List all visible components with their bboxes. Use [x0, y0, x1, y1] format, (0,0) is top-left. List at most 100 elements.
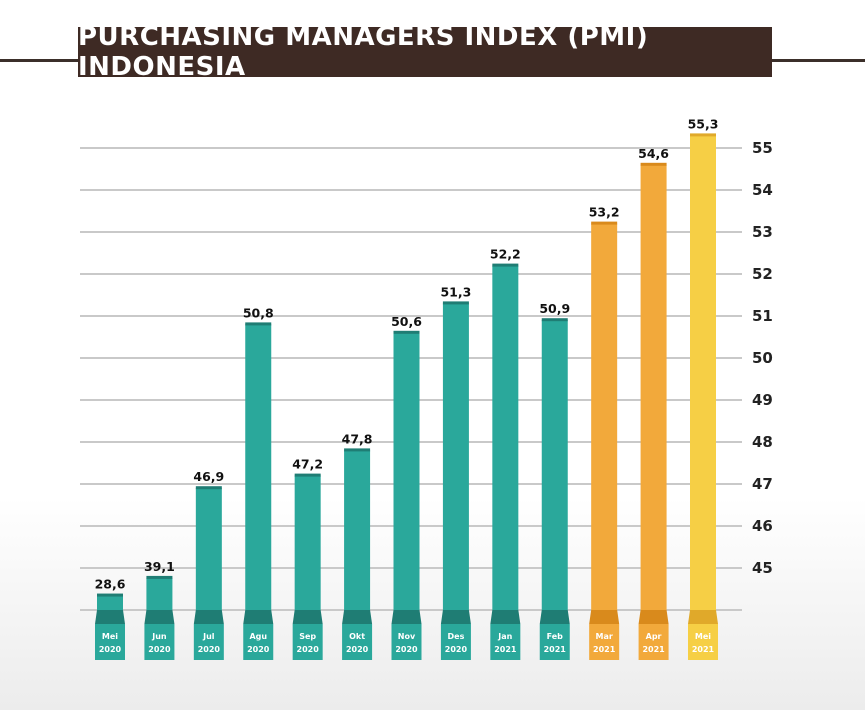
- bar: [640, 164, 667, 611]
- category-month: Jun: [151, 632, 167, 641]
- y-tick-label: 47: [752, 475, 773, 493]
- category-month: Agu: [249, 632, 267, 641]
- title-rule-left: [0, 59, 80, 62]
- category-month: Apr: [646, 632, 662, 641]
- data-label: 47,2: [292, 457, 323, 472]
- category-tab-fold: [95, 610, 125, 624]
- category-labels: Mei 2020 Jun 2020 Jul 2020 Agu 2020 Sep 2020 Okt 20…: [95, 610, 718, 660]
- category-year: 2020: [445, 645, 468, 654]
- bars: [97, 133, 716, 611]
- category-tab: [193, 624, 224, 660]
- category-month: Jan: [497, 632, 512, 641]
- category-year: 2021: [692, 645, 715, 654]
- bar: [245, 324, 272, 610]
- data-label: 55,3: [688, 116, 719, 131]
- data-label: 39,1: [144, 559, 175, 574]
- y-tick-label: 55: [752, 139, 773, 157]
- chart-title: PURCHASING MANAGERS INDEX (PMI) INDONESI…: [78, 22, 772, 82]
- category-year: 2021: [593, 645, 616, 654]
- category-tab: [292, 624, 323, 660]
- category-year: 2020: [148, 645, 171, 654]
- y-tick-label: 52: [752, 265, 773, 283]
- bar: [393, 332, 420, 610]
- category-year: 2020: [346, 645, 369, 654]
- category-month: Jul: [202, 632, 215, 641]
- bar-cap: [541, 318, 568, 322]
- bar-cap: [294, 473, 321, 477]
- category-month: Mei: [102, 632, 118, 641]
- data-labels: 28,6 39,1 46,9 50,8 47,2 47,8 50,6 51,3 52,2 50,9…: [95, 116, 719, 591]
- data-label: 50,9: [539, 301, 570, 316]
- title-rule-right: [770, 59, 865, 62]
- bar: [97, 595, 123, 610]
- category-month: Okt: [349, 632, 365, 641]
- category-tab-fold: [342, 610, 373, 624]
- category-month: Sep: [299, 632, 316, 641]
- bar-cap: [245, 322, 272, 326]
- category-tab-fold: [539, 610, 570, 624]
- category-tab: [440, 624, 471, 660]
- y-tick-label: 46: [752, 517, 773, 535]
- category-tab: [688, 624, 718, 660]
- category-year: 2020: [395, 645, 418, 654]
- category-tab: [95, 624, 125, 660]
- category-month: Feb: [547, 632, 564, 641]
- y-tick-label: 49: [752, 391, 773, 409]
- category-tab-fold: [688, 610, 718, 624]
- y-tick-label: 54: [752, 181, 773, 199]
- y-tick-label: 45: [752, 559, 773, 577]
- bar: [195, 488, 222, 610]
- bar-cap: [393, 330, 420, 334]
- data-label: 51,3: [440, 284, 471, 299]
- category-tab: [342, 624, 373, 660]
- category-year: 2020: [297, 645, 320, 654]
- data-label: 50,8: [243, 305, 274, 320]
- category-tab-fold: [490, 610, 521, 624]
- category-year: 2020: [247, 645, 270, 654]
- bar-cap: [195, 486, 222, 490]
- bar-cap: [442, 301, 469, 305]
- category-tab: [391, 624, 422, 660]
- bar-cap: [690, 133, 716, 137]
- category-tab-fold: [440, 610, 471, 624]
- y-axis-ticks: 45 46 47 48 49 50 51 52 53 54 55: [752, 139, 773, 577]
- bar: [591, 223, 618, 610]
- bar-cap: [344, 448, 371, 452]
- bar-cap: [492, 263, 519, 267]
- category-year: 2020: [198, 645, 221, 654]
- bar: [541, 320, 568, 610]
- category-year: 2021: [494, 645, 517, 654]
- category-tab-fold: [292, 610, 323, 624]
- bar: [146, 577, 173, 610]
- category-month: Mei: [695, 632, 711, 641]
- category-tab: [589, 624, 620, 660]
- category-tab: [144, 624, 175, 660]
- bar-cap: [146, 575, 173, 579]
- y-tick-label: 53: [752, 223, 773, 241]
- category-tab-fold: [638, 610, 669, 624]
- category-tab-fold: [243, 610, 274, 624]
- category-year: 2021: [642, 645, 665, 654]
- bar-cap: [640, 162, 667, 166]
- category-tab-fold: [144, 610, 175, 624]
- data-label: 52,2: [490, 247, 521, 262]
- y-tick-label: 51: [752, 307, 773, 325]
- y-tick-label: 48: [752, 433, 773, 451]
- category-month: Nov: [398, 632, 416, 641]
- data-label: 47,8: [342, 431, 373, 446]
- bar: [294, 475, 321, 610]
- category-tab: [539, 624, 570, 660]
- bar: [492, 265, 519, 610]
- data-label: 50,6: [391, 314, 422, 329]
- category-month: Mar: [596, 632, 613, 641]
- bar: [344, 450, 371, 610]
- category-month: Des: [448, 632, 465, 641]
- bar-cap: [591, 221, 618, 225]
- category-tab-fold: [589, 610, 620, 624]
- category-tab-fold: [193, 610, 224, 624]
- category-tab: [638, 624, 669, 660]
- category-year: 2020: [99, 645, 122, 654]
- bar-cap: [97, 593, 123, 597]
- y-tick-label: 50: [752, 349, 773, 367]
